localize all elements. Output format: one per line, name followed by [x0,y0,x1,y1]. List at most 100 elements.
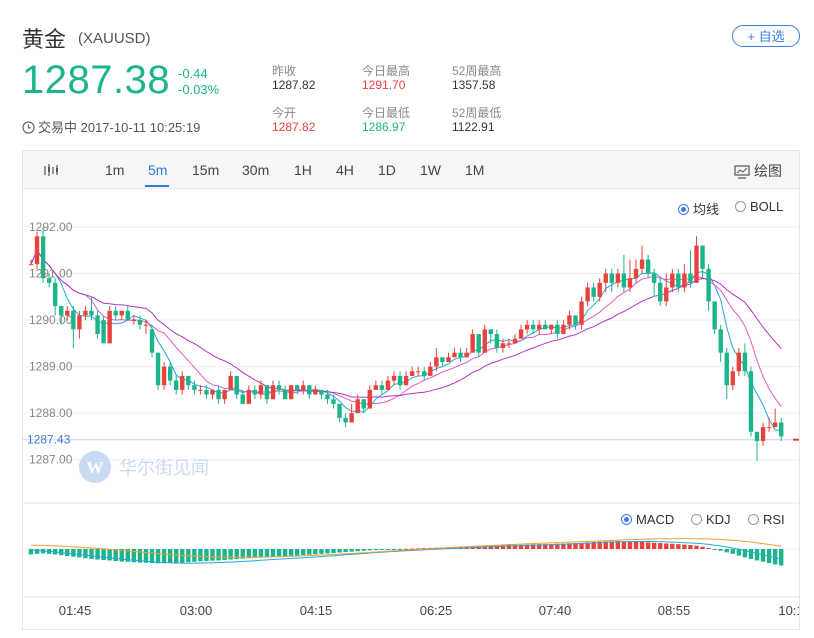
candle-body [512,338,518,344]
candle-body [482,329,487,353]
macd-bar [28,549,34,555]
candle-body [167,366,173,381]
radio-dot-selected [678,204,689,215]
macd-bar [615,541,621,549]
candle-body [186,375,191,386]
candle-body [506,343,512,345]
indicator-rsi-radio[interactable]: RSI [748,512,785,527]
add-watchlist-button[interactable]: + 自选 [732,25,800,47]
candle-body [331,399,336,404]
macd-bar [706,547,711,549]
macd-bar [627,541,633,549]
candle-body [766,427,772,429]
macd-bar [319,549,324,554]
macd-bar [216,549,221,561]
clock-icon [22,121,35,137]
indicator-boll-radio[interactable]: BOLL [735,199,783,214]
candle-body [651,273,657,283]
interval-4h[interactable]: 4H [336,162,354,178]
radio-dot [735,201,746,212]
candlestick-type-icon[interactable] [43,163,61,182]
price-change: -0.44 [178,66,208,81]
candle-body [391,375,397,381]
candle-body [579,301,584,325]
chart-canvas[interactable]: W 华尔街见闻 1292.00 1291.00 1290.00 1289.00 1288… [23,151,799,629]
y-axis-labels: 1292.00 1291.00 1290.00 1289.00 1288.00 1287.… [27,220,73,467]
macd-bar [210,549,215,561]
interval-1m[interactable]: 1m [105,162,125,178]
candle-body [573,315,578,325]
interval-15m[interactable]: 15m [192,162,220,178]
day-low-label: 今日最低 [362,106,411,120]
macd-bar [742,549,748,558]
candle-body [403,375,409,386]
candle-body [125,310,130,321]
candle-body [301,385,306,390]
macd-bar [730,549,735,554]
macd-bar [252,549,258,558]
candle-body [65,310,70,316]
candle-body [319,389,324,395]
macd-bar [385,549,391,550]
macd-bar [585,542,590,549]
macd-bar [149,549,155,564]
candle-body [458,352,463,358]
macd-bar [633,541,639,549]
candle-body [682,273,687,288]
interval-1w[interactable]: 1W [420,162,441,178]
candle-body [234,375,239,395]
interval-1mo[interactable]: 1M [465,162,485,178]
macd-bar [313,549,318,555]
candle-body [385,380,391,390]
indicator-kdj-radio[interactable]: KDJ [691,512,731,527]
candle-body [161,366,167,386]
macd-bar [288,549,294,556]
last-price: 1287.38 [22,58,171,102]
macd-bar [567,543,572,549]
x-tick-label: 04:15 [300,603,333,618]
macd-bar [71,549,76,557]
candle-body [295,385,300,390]
candle-body [143,324,149,326]
candle-body [355,399,360,414]
candle-body [470,334,475,353]
candle-body [246,389,251,404]
day-low-value: 1286.97 [362,120,406,134]
macd-bar [228,549,233,560]
svg-text:W: W [87,458,104,477]
macd-bar [651,542,657,549]
interval-5m[interactable]: 5m [148,162,168,178]
macd-bar [125,549,130,562]
grid-lines [23,226,799,598]
interval-1d[interactable]: 1D [378,162,396,178]
candle-body [379,385,385,390]
draw-button[interactable]: 绘图 [734,161,782,181]
candle-body [270,385,276,400]
macd-bar [416,548,421,550]
candle-body [367,389,372,409]
macd-bar [174,549,179,563]
macd-bar [89,549,94,559]
candle-body [337,403,342,418]
chart-panel: 1m 5m 15m 30m 1H 4H 1D 1W 1M 绘图 W 华尔街见闻 … [22,150,800,630]
macd-bar [488,545,493,549]
candle-body [748,371,754,432]
interval-1h[interactable]: 1H [294,162,312,178]
interval-30m[interactable]: 30m [242,162,270,178]
macd-bar [549,543,554,549]
candle-body [119,310,124,316]
trading-status: 交易中 2017-10-11 10:25:19 [22,117,200,137]
macd-bar [779,549,784,566]
open-label: 今开 [272,106,297,120]
indicator-macd-radio[interactable]: MACD [621,512,674,527]
macd-bar [591,541,596,549]
macd-bar [198,549,203,562]
macd-bar [676,544,681,549]
candle-body [95,315,100,335]
asset-symbol: (XAUUSD) [78,30,151,47]
macd-bar [621,541,627,549]
candle-body [131,320,137,322]
candle-body [198,389,203,391]
indicator-ma-radio[interactable]: 均线 [678,199,719,218]
ma20-line [30,249,782,398]
